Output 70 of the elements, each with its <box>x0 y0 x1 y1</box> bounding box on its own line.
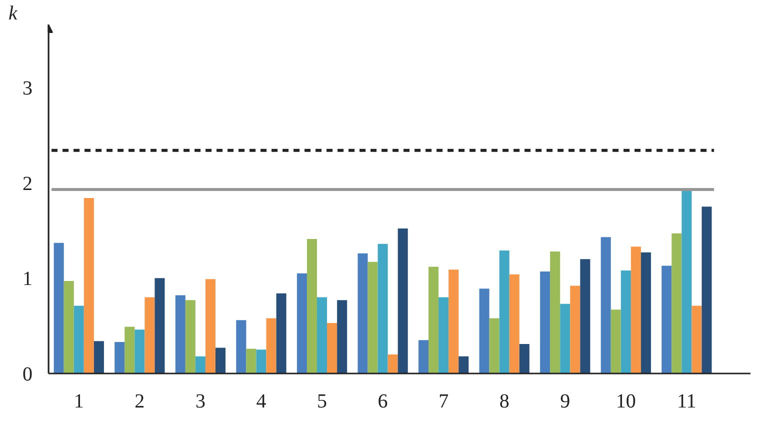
bar <box>205 279 216 374</box>
x-tick-label: 7 <box>438 390 449 412</box>
bar <box>215 348 226 374</box>
bar <box>316 297 328 374</box>
x-tick-label: 2 <box>134 390 145 412</box>
bar <box>94 341 104 374</box>
bar <box>84 198 94 374</box>
y-tick-label: 3 <box>22 77 32 100</box>
bar <box>458 356 469 374</box>
bar <box>388 354 398 374</box>
bar <box>327 322 338 374</box>
bar <box>580 259 590 374</box>
bar <box>236 320 246 374</box>
bar <box>195 356 206 374</box>
x-tick-label: 4 <box>256 390 266 412</box>
x-tick-label: 5 <box>317 390 328 412</box>
bar <box>560 304 570 374</box>
bar <box>499 250 510 374</box>
bar <box>358 253 368 374</box>
bar <box>266 318 276 374</box>
bar <box>368 262 378 374</box>
x-tick-label: 10 <box>616 390 636 412</box>
y-tick-label: 1 <box>22 268 32 290</box>
bar <box>154 278 165 374</box>
bar <box>630 246 641 374</box>
bar <box>124 326 135 374</box>
y-tick-label: 2 <box>22 172 32 195</box>
bar <box>175 295 186 374</box>
bar <box>570 286 580 374</box>
bar <box>418 340 429 374</box>
bar <box>540 271 550 374</box>
bar <box>448 270 459 374</box>
bar <box>337 300 348 374</box>
bar <box>692 306 702 374</box>
bar <box>662 266 672 374</box>
x-tick-label: 1 <box>74 390 84 412</box>
bar <box>378 244 388 374</box>
bar <box>276 293 286 374</box>
bar <box>479 288 490 374</box>
bar <box>672 233 682 374</box>
bar <box>54 242 64 374</box>
bar <box>306 239 317 374</box>
bar <box>256 350 266 374</box>
bar <box>398 228 408 374</box>
bar <box>74 306 84 374</box>
bar <box>509 274 520 374</box>
bar <box>489 318 500 374</box>
bar <box>428 266 439 374</box>
x-tick-label: 6 <box>378 390 388 412</box>
bar <box>610 310 621 374</box>
y-tick-label: 0 <box>22 364 32 386</box>
bar <box>620 270 631 374</box>
x-tick-label: 9 <box>560 390 570 412</box>
bar <box>114 342 125 374</box>
y-axis-title: k <box>8 2 18 24</box>
bar <box>185 300 196 374</box>
bar <box>246 348 256 374</box>
bar <box>640 252 651 374</box>
bar <box>519 344 530 374</box>
bar <box>64 281 74 374</box>
bar <box>438 297 449 374</box>
x-tick-label: 8 <box>499 390 510 412</box>
bar <box>134 330 145 374</box>
bar <box>702 206 712 374</box>
bar <box>144 297 155 374</box>
bar <box>296 273 307 374</box>
x-tick-label: 11 <box>677 390 696 412</box>
bar <box>600 237 611 374</box>
x-tick-label: 3 <box>195 390 206 412</box>
bar <box>550 251 560 374</box>
